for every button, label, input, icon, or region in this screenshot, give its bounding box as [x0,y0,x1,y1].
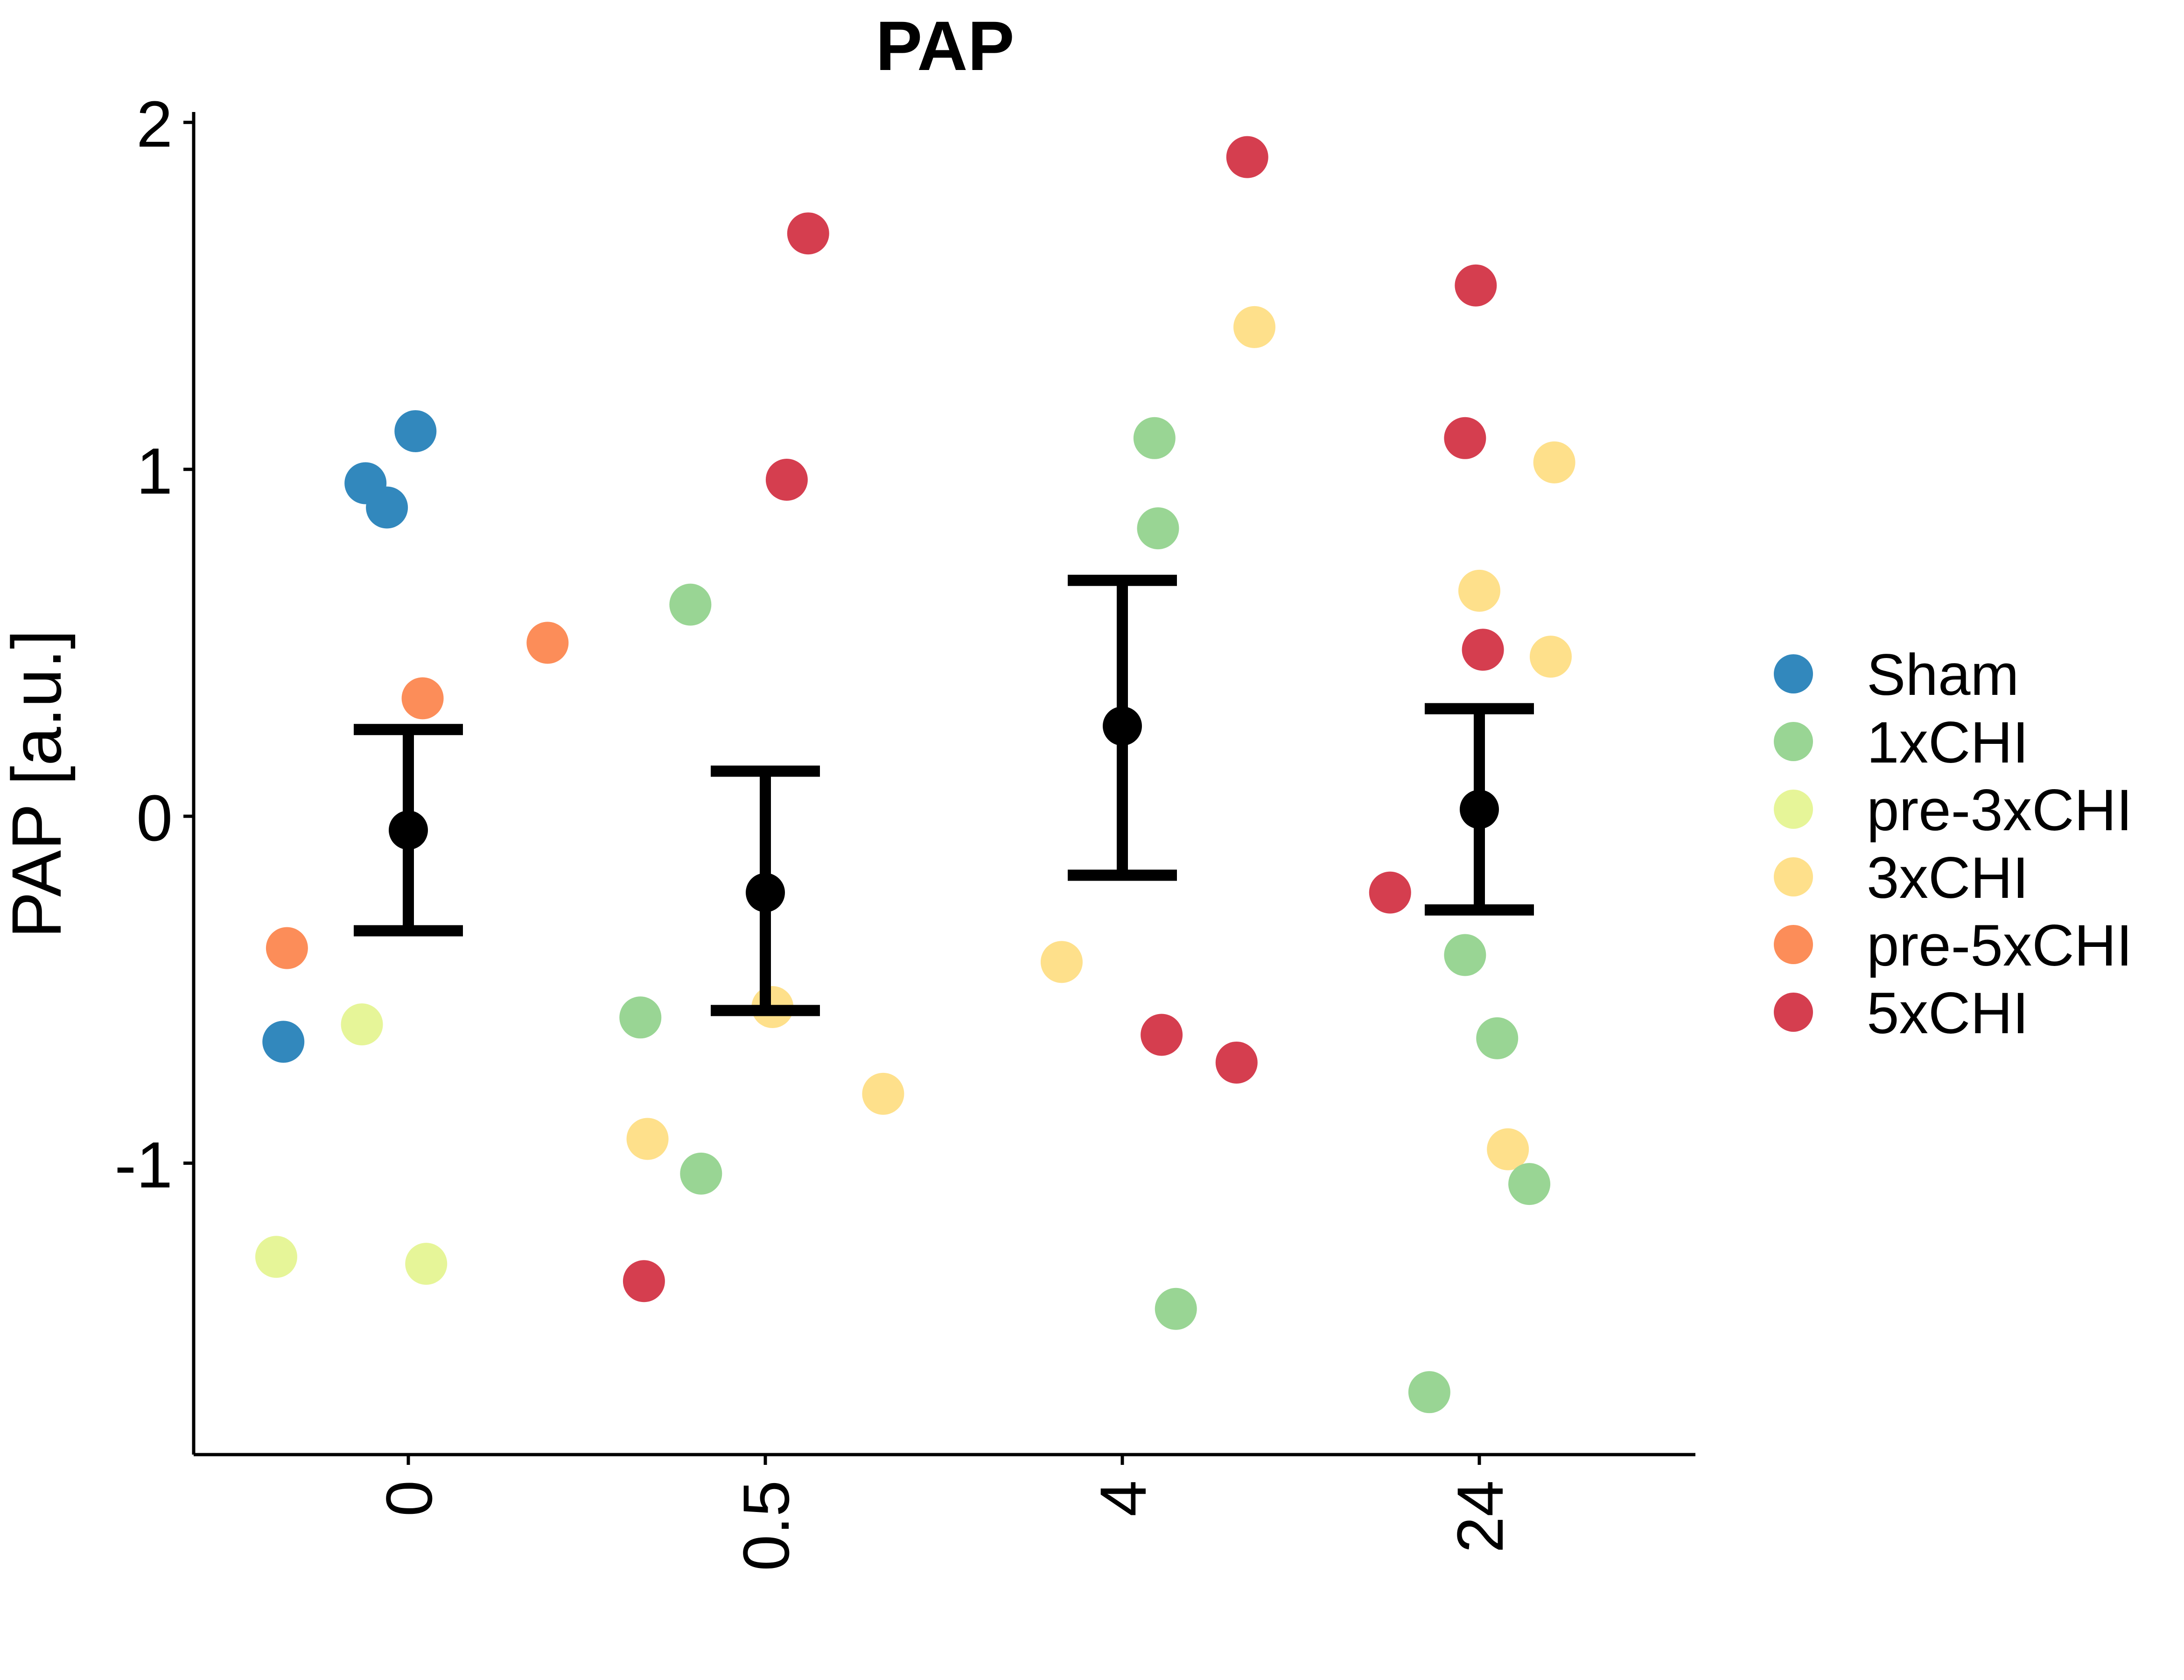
data-point-37 [1476,1017,1519,1059]
x-tick-label: 24 [1443,1480,1517,1553]
legend-item-3: pre-3xCHI [1774,778,2133,843]
data-point-39 [1408,1371,1450,1414]
data-point-13 [680,1152,722,1195]
summary-group-24 [1425,703,1534,916]
data-point-10 [405,1243,448,1285]
data-point-31 [1369,871,1411,914]
legend-label: 3xCHI [1867,846,2029,910]
y-tick-label: 2 [136,87,173,161]
y-axis-title: PAP [a.u.] [0,630,76,938]
legend-label: 1xCHI [1867,710,2029,775]
data-point-26 [1141,1014,1183,1056]
data-point-17 [787,212,829,255]
x-axis: 0 0.5 4 24 [194,1453,1695,1571]
data-point-34 [1530,636,1572,678]
chart-title: PAP [875,7,1014,85]
data-point-30 [1462,629,1504,671]
data-point-33 [1458,569,1500,612]
mean-point [1460,790,1499,829]
data-point-25 [1226,136,1268,178]
legend-label: pre-3xCHI [1867,778,2133,843]
y-tick-label: -1 [115,1128,173,1202]
summary-layer [354,574,1534,1016]
legend-item-5: pre-5xCHI [1774,913,2133,978]
data-point-35 [1487,1128,1529,1170]
data-point-14 [626,1118,669,1160]
data-point-1 [262,1021,305,1063]
points-layer [255,136,1575,1414]
data-point-5 [266,927,308,969]
legend-label: 5xCHI [1867,981,2029,1046]
legend-item-6: 5xCHI [1774,981,2029,1046]
summary-group-0.5 [711,765,820,1016]
legend-swatch [1774,654,1813,693]
mean-point [1103,706,1142,746]
data-point-32 [1533,441,1575,483]
data-point-7 [526,622,569,664]
data-point-21 [1137,507,1179,550]
summary-group-4 [1068,574,1177,881]
legend-item-2: 1xCHI [1774,710,2029,775]
legend-swatch [1774,993,1813,1032]
data-point-23 [1233,306,1276,348]
data-point-27 [1215,1041,1258,1084]
data-point-8 [341,1003,383,1046]
y-axis: -1 0 1 2 [115,87,196,1455]
legend-swatch [1774,722,1813,761]
x-tick-label: 4 [1086,1480,1160,1517]
data-point-11 [669,583,712,626]
y-tick-label: 1 [136,434,173,508]
data-point-16 [862,1072,904,1115]
data-point-4 [394,410,437,452]
legend-swatch [1774,790,1813,829]
plot-area [255,136,1575,1414]
data-point-18 [765,459,808,501]
data-point-19 [623,1260,665,1302]
data-point-28 [1455,264,1497,307]
legend-label: pre-5xCHI [1867,913,2133,978]
y-tick-label: 0 [136,781,173,854]
data-point-6 [401,677,444,720]
legend-item-4: 3xCHI [1774,846,2029,910]
data-point-22 [1155,1288,1197,1330]
data-point-38 [1508,1163,1551,1205]
data-point-3 [366,486,408,529]
data-point-9 [255,1236,297,1278]
summary-group-0 [354,724,463,937]
data-point-20 [1133,417,1176,459]
data-point-12 [619,996,662,1039]
legend-item-1: Sham [1774,643,2019,707]
legend-label: Sham [1867,643,2019,707]
mean-point [389,810,428,850]
data-point-36 [1444,934,1486,976]
mean-point [746,873,785,912]
data-point-29 [1444,417,1486,459]
data-point-24 [1040,941,1083,983]
legend-swatch [1774,857,1813,896]
x-tick-label: 0 [372,1480,446,1517]
x-tick-label: 0.5 [729,1480,803,1571]
legend-swatch [1774,925,1813,964]
